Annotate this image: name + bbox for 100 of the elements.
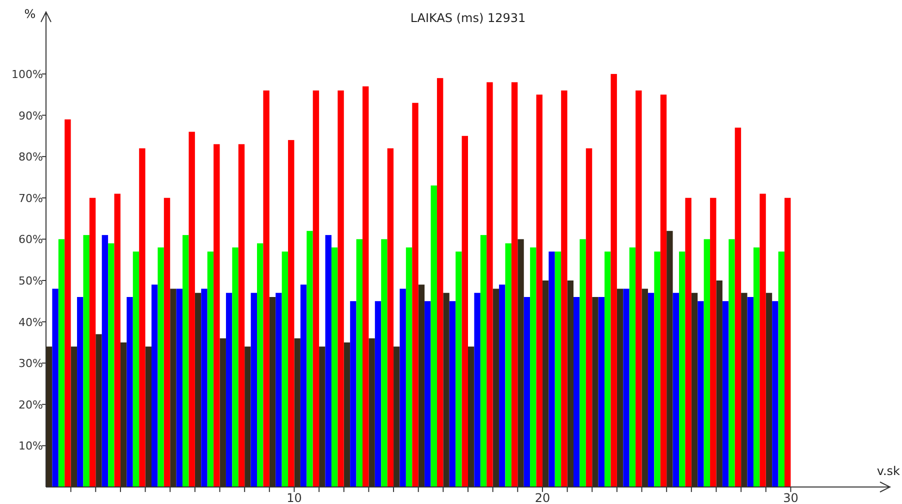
bar xyxy=(362,86,369,487)
bar xyxy=(436,78,444,487)
y-tick-label: 100% xyxy=(12,68,43,81)
bar xyxy=(567,280,574,487)
bar xyxy=(58,239,65,487)
bar xyxy=(554,252,562,487)
bar xyxy=(722,301,729,487)
bar xyxy=(319,346,326,487)
bar xyxy=(698,301,704,487)
bar xyxy=(660,94,667,487)
bar xyxy=(760,194,766,487)
bar xyxy=(679,252,686,487)
x-tick-label: 10 xyxy=(286,491,302,504)
bar xyxy=(306,230,313,487)
bar xyxy=(784,198,791,487)
bar xyxy=(70,346,78,487)
bar xyxy=(616,288,624,487)
bar xyxy=(580,239,586,487)
bar xyxy=(592,297,598,487)
bar xyxy=(312,90,320,487)
bar xyxy=(257,243,264,487)
bar xyxy=(387,148,394,487)
y-tick-label: 20% xyxy=(18,398,43,412)
bar xyxy=(530,247,536,487)
bar xyxy=(654,252,660,487)
bar xyxy=(691,292,698,487)
bar xyxy=(449,301,456,487)
bar xyxy=(368,338,375,487)
bar xyxy=(207,252,214,487)
bar xyxy=(716,280,722,487)
bar xyxy=(443,292,450,487)
bar xyxy=(294,338,300,487)
x-tick-label: 20 xyxy=(534,491,550,504)
bar xyxy=(201,288,208,487)
bar xyxy=(226,292,232,487)
bar xyxy=(456,252,462,487)
x-axis-title: v.sk xyxy=(876,464,900,478)
bar xyxy=(64,119,71,487)
bar xyxy=(77,297,84,487)
bar xyxy=(474,292,480,487)
bar xyxy=(778,252,784,487)
bar xyxy=(282,252,288,487)
bar xyxy=(120,342,127,487)
bar xyxy=(232,247,238,487)
bar xyxy=(331,247,338,487)
chart-title: LAIKAS (ms) 12931 xyxy=(410,11,526,25)
bar xyxy=(604,252,611,487)
bar xyxy=(704,239,710,487)
bar xyxy=(536,94,542,487)
bar xyxy=(263,90,270,487)
bar xyxy=(176,288,183,487)
bar xyxy=(188,132,195,487)
bar xyxy=(300,284,307,487)
bar xyxy=(685,198,692,487)
y-tick-label: 90% xyxy=(18,109,43,122)
bar xyxy=(194,292,202,487)
y-tick-label: 60% xyxy=(18,233,43,246)
bar xyxy=(356,239,362,487)
bar xyxy=(574,297,580,487)
x-tick-label: 30 xyxy=(783,491,798,504)
bar xyxy=(468,346,474,487)
bar xyxy=(276,292,282,487)
bar xyxy=(412,102,418,487)
y-tick-label: 40% xyxy=(18,316,43,329)
bar xyxy=(325,235,332,487)
bar xyxy=(400,288,406,487)
bar xyxy=(518,239,524,487)
bar xyxy=(52,288,58,487)
bar xyxy=(610,74,617,487)
bar xyxy=(132,252,140,487)
bar xyxy=(344,342,350,487)
bar xyxy=(394,346,400,487)
bar xyxy=(139,148,146,487)
y-tick-label: 30% xyxy=(18,357,43,370)
bar xyxy=(486,82,493,487)
bar xyxy=(741,292,748,487)
y-tick-label: 50% xyxy=(18,274,43,288)
bar xyxy=(374,301,382,487)
bar xyxy=(623,288,630,487)
bar xyxy=(269,297,276,487)
bar xyxy=(126,297,133,487)
bar xyxy=(648,292,654,487)
bar xyxy=(753,247,760,487)
bar xyxy=(158,247,164,487)
bar xyxy=(480,235,487,487)
bar xyxy=(244,346,251,487)
bar xyxy=(164,198,170,487)
bar xyxy=(83,235,90,487)
bar xyxy=(424,301,431,487)
bar xyxy=(418,284,425,487)
y-tick-label: 70% xyxy=(18,192,43,205)
bar xyxy=(524,297,530,487)
bar xyxy=(734,128,742,487)
bar xyxy=(629,247,636,487)
bar xyxy=(182,235,189,487)
bar xyxy=(381,239,388,487)
bar xyxy=(728,239,735,487)
bar xyxy=(636,90,642,487)
bar xyxy=(89,198,96,487)
bar xyxy=(96,334,102,487)
